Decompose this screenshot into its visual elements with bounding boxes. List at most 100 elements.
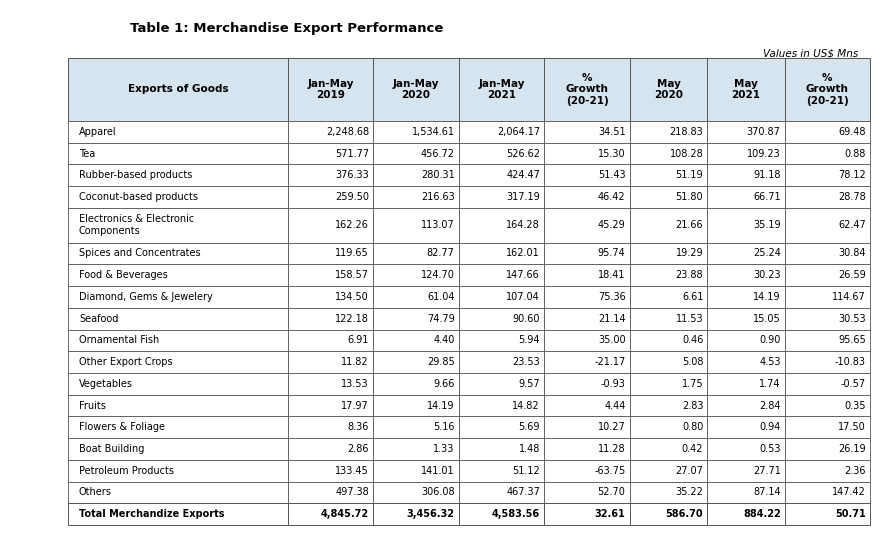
Text: Others: Others	[79, 488, 112, 497]
Text: 90.60: 90.60	[512, 314, 540, 323]
Text: 26.19: 26.19	[838, 444, 866, 454]
Text: Jan-May
2020: Jan-May 2020	[393, 79, 439, 100]
Bar	[288, 286, 373, 308]
Text: 23.53: 23.53	[512, 357, 540, 367]
Text: 2,064.17: 2,064.17	[496, 127, 540, 137]
Text: 66.71: 66.71	[753, 192, 781, 202]
Bar	[458, 329, 544, 351]
Bar	[288, 460, 373, 482]
Bar	[458, 503, 544, 525]
Bar	[373, 482, 458, 503]
Text: Petroleum Products: Petroleum Products	[79, 465, 174, 476]
Bar	[544, 242, 630, 265]
Text: 114.67: 114.67	[832, 292, 866, 302]
Text: Fruits: Fruits	[79, 401, 106, 410]
Bar	[544, 121, 630, 143]
Text: 15.30: 15.30	[598, 148, 626, 159]
Bar	[630, 208, 707, 242]
Text: Coconut-based products: Coconut-based products	[79, 192, 198, 202]
Text: 95.65: 95.65	[838, 335, 866, 346]
Text: 19.29: 19.29	[675, 248, 704, 259]
Bar	[784, 308, 870, 329]
Bar	[373, 308, 458, 329]
Bar	[707, 165, 784, 186]
Bar	[373, 373, 458, 395]
Bar	[288, 58, 373, 121]
Text: 6.61: 6.61	[682, 292, 704, 302]
Text: -10.83: -10.83	[835, 357, 866, 367]
Bar	[784, 58, 870, 121]
Bar	[288, 503, 373, 525]
Bar	[458, 186, 544, 208]
Text: 5.08: 5.08	[681, 357, 704, 367]
Bar	[630, 265, 707, 286]
Bar	[544, 460, 630, 482]
Text: 424.47: 424.47	[506, 170, 540, 180]
Bar	[544, 143, 630, 165]
Bar	[373, 143, 458, 165]
Text: %
Growth
(20-21): % Growth (20-21)	[566, 73, 609, 106]
Text: 91.18: 91.18	[753, 170, 781, 180]
Text: 45.29: 45.29	[597, 220, 626, 230]
Text: -0.93: -0.93	[601, 379, 626, 389]
Text: 27.07: 27.07	[675, 465, 704, 476]
Text: 95.74: 95.74	[597, 248, 626, 259]
Bar	[68, 286, 288, 308]
Text: 25.24: 25.24	[753, 248, 781, 259]
Bar	[544, 308, 630, 329]
Bar	[784, 286, 870, 308]
Bar	[707, 416, 784, 438]
Bar	[68, 351, 288, 373]
Text: Apparel: Apparel	[79, 127, 117, 137]
Bar	[288, 416, 373, 438]
Text: Diamond, Gems & Jewelery: Diamond, Gems & Jewelery	[79, 292, 212, 302]
Text: 526.62: 526.62	[506, 148, 540, 159]
Bar	[458, 308, 544, 329]
Text: Boat Building: Boat Building	[79, 444, 144, 454]
Text: 17.97: 17.97	[342, 401, 369, 410]
Text: Table 1: Merchandise Export Performance: Table 1: Merchandise Export Performance	[130, 22, 443, 35]
Bar	[630, 460, 707, 482]
Text: 15.05: 15.05	[753, 314, 781, 323]
Text: 119.65: 119.65	[335, 248, 369, 259]
Bar	[707, 329, 784, 351]
Text: 75.36: 75.36	[597, 292, 626, 302]
Bar	[458, 58, 544, 121]
Text: 51.80: 51.80	[675, 192, 704, 202]
Bar	[630, 395, 707, 416]
Text: 0.53: 0.53	[759, 444, 781, 454]
Bar	[707, 58, 784, 121]
Bar	[68, 143, 288, 165]
Bar	[630, 165, 707, 186]
Bar	[630, 416, 707, 438]
Text: Flowers & Foliage: Flowers & Foliage	[79, 422, 165, 432]
Bar	[630, 308, 707, 329]
Bar	[288, 308, 373, 329]
Bar	[544, 329, 630, 351]
Text: 13.53: 13.53	[342, 379, 369, 389]
Bar	[707, 373, 784, 395]
Bar	[784, 351, 870, 373]
Bar	[784, 186, 870, 208]
Bar	[784, 329, 870, 351]
Bar	[373, 286, 458, 308]
Bar	[707, 186, 784, 208]
Bar	[288, 438, 373, 460]
Text: 14.82: 14.82	[512, 401, 540, 410]
Text: 10.27: 10.27	[597, 422, 626, 432]
Bar	[630, 242, 707, 265]
Text: 29.85: 29.85	[427, 357, 455, 367]
Bar	[458, 416, 544, 438]
Bar	[68, 503, 288, 525]
Bar	[68, 395, 288, 416]
Bar	[784, 121, 870, 143]
Bar	[630, 438, 707, 460]
Bar	[630, 143, 707, 165]
Text: 0.94: 0.94	[759, 422, 781, 432]
Text: 162.26: 162.26	[335, 220, 369, 230]
Bar	[68, 265, 288, 286]
Bar	[373, 395, 458, 416]
Bar	[288, 395, 373, 416]
Bar	[458, 121, 544, 143]
Bar	[784, 503, 870, 525]
